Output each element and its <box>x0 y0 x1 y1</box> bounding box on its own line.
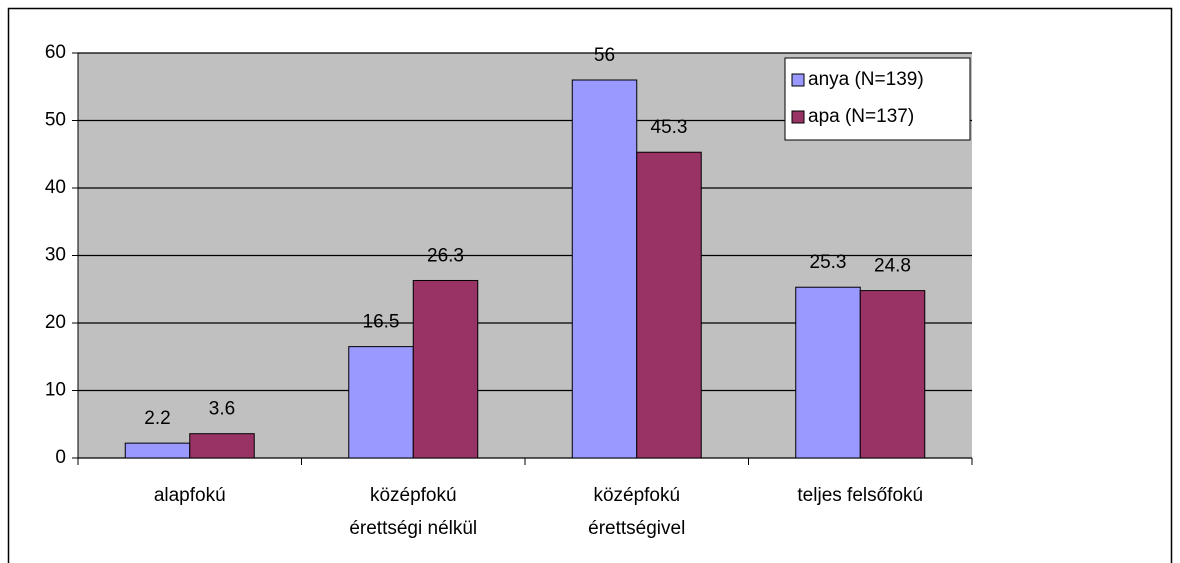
y-tick-label: 10 <box>45 380 66 401</box>
x-tick-label-line: teljes felsőfokú <box>797 485 923 506</box>
bar <box>636 151 702 459</box>
bar <box>571 79 638 459</box>
legend <box>784 57 971 141</box>
data-label: 56 <box>594 45 615 66</box>
x-tick-label-line: középfokú <box>593 485 680 506</box>
y-tick-label: 50 <box>45 110 66 131</box>
x-tick-label-line: érettségivel <box>588 518 685 539</box>
x-tick-label: középfokú érettségi nélkül <box>349 485 477 539</box>
y-tick-label: 60 <box>45 42 66 63</box>
x-tick-label: középfokú érettségivel <box>588 485 685 539</box>
x-tick-label-line: középfokú <box>370 485 457 506</box>
legend-label: anya (N=139) <box>808 69 924 90</box>
bar <box>124 442 191 459</box>
legend-swatch <box>791 73 805 87</box>
x-tick-label-line: érettségi nélkül <box>349 518 477 539</box>
data-label: 25.3 <box>810 252 847 273</box>
y-tick-label: 20 <box>45 312 66 333</box>
legend-swatch <box>791 110 805 124</box>
bar <box>348 346 414 459</box>
bar <box>189 433 255 459</box>
chart-frame <box>7 7 1173 563</box>
bar <box>859 290 926 459</box>
data-label: 26.3 <box>427 245 464 266</box>
x-tick-label: teljes felsőfokú <box>797 485 923 506</box>
x-tick-label: alapfokú <box>154 485 226 506</box>
data-label: 16.5 <box>363 312 400 333</box>
bar <box>795 286 861 459</box>
data-label: 24.8 <box>874 256 911 277</box>
y-tick-label: 30 <box>45 245 66 266</box>
bar <box>412 279 479 459</box>
data-label: 45.3 <box>651 117 688 138</box>
data-label: 3.6 <box>209 399 235 420</box>
data-label: 2.2 <box>144 408 170 429</box>
y-tick-label: 40 <box>45 177 66 198</box>
x-tick-label-line: alapfokú <box>154 485 226 506</box>
legend-label: apa (N=137) <box>808 106 914 127</box>
y-tick-label: 0 <box>55 447 66 468</box>
